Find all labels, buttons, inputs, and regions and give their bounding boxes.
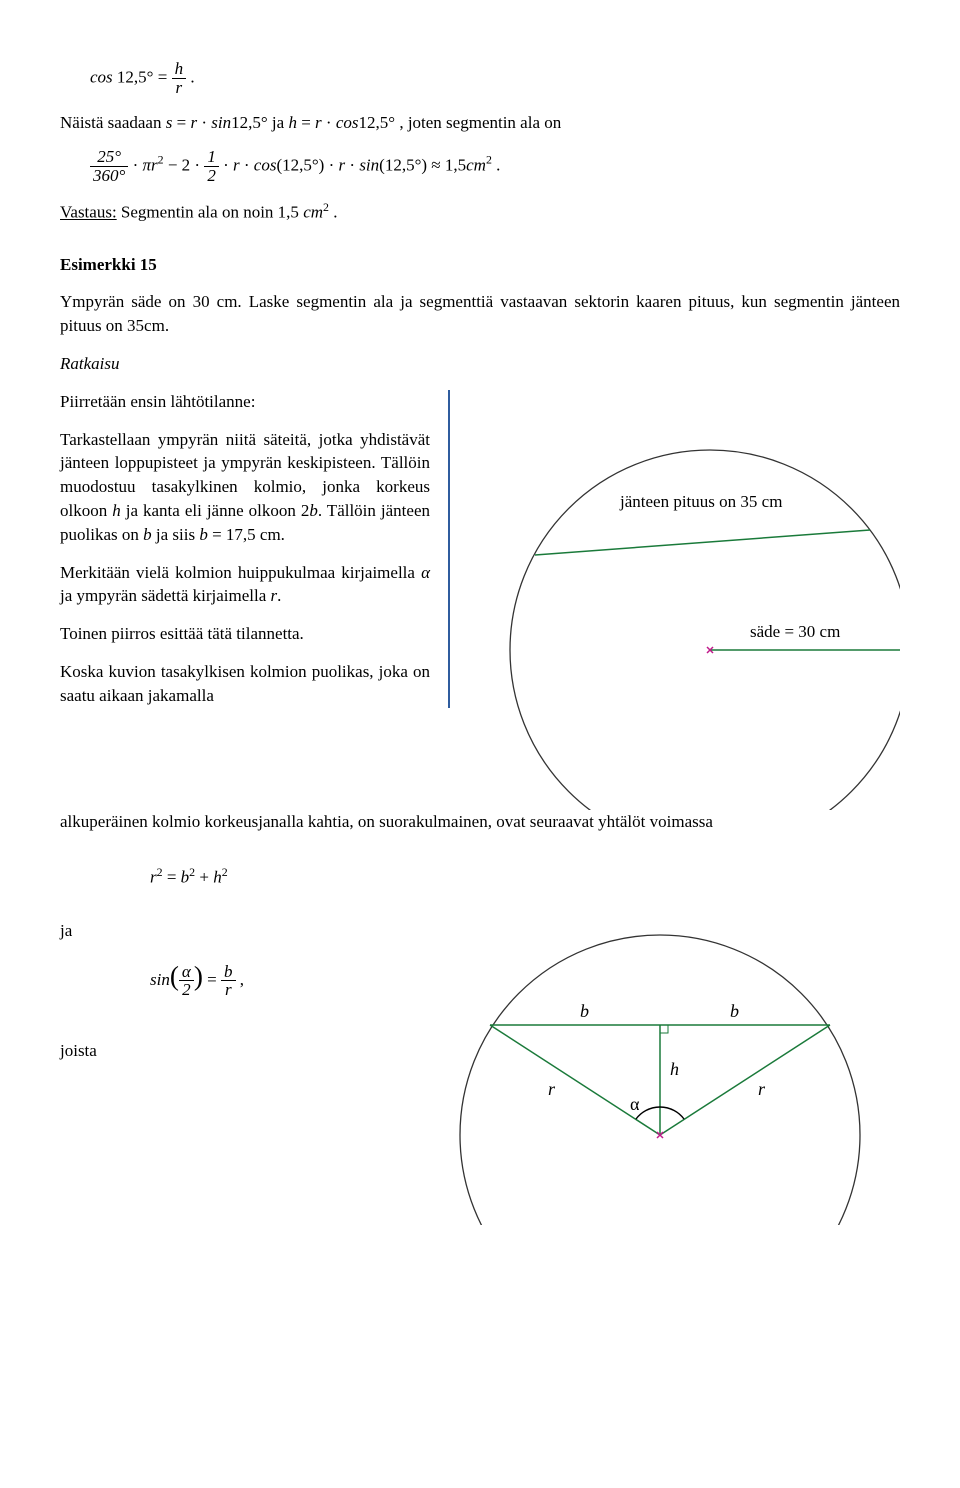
- b: b: [143, 525, 152, 544]
- frac-den: 360°: [90, 167, 128, 185]
- label-r-left: r: [548, 1079, 556, 1099]
- sin: sin: [150, 970, 170, 989]
- num: α: [179, 963, 194, 982]
- right-column: jänteen pituus on 35 cm säde = 30 cm: [470, 390, 900, 810]
- diagram-1: [470, 390, 900, 810]
- b: b: [199, 525, 208, 544]
- text: ja: [272, 113, 289, 132]
- t: Merkitään vielä kolmion huippukulmaa kir…: [60, 563, 421, 582]
- frac-num: 25°: [90, 148, 128, 167]
- joista-label: joista: [60, 1039, 430, 1063]
- t: ja siis: [152, 525, 200, 544]
- b: b: [309, 501, 318, 520]
- piirretaan: Piirretään ensin lähtötilanne:: [60, 390, 430, 414]
- label-alpha: α: [630, 1094, 640, 1114]
- answer-text: Segmentin ala on noin 1,5: [121, 203, 303, 222]
- diagram-2-wrap: b b r r h α: [430, 905, 900, 1232]
- answer-dot: .: [333, 203, 337, 222]
- r: r: [225, 980, 232, 999]
- diagram-2: b b r r h α: [430, 905, 890, 1225]
- left-para-2: Merkitään vielä kolmion huippukulmaa kir…: [60, 561, 430, 609]
- eq-pythagoras: r2 = b2 + h2: [150, 864, 900, 889]
- para-naistaa: Näistä saadaan s = r · sin12,5° ja h = r…: [60, 111, 900, 135]
- t: ja kanta eli jänne olkoon 2: [121, 501, 310, 520]
- den: 2: [179, 981, 194, 999]
- left-eq-block: ja sin( α 2 ) = b r , joista: [60, 905, 430, 1077]
- alpha: α: [421, 563, 430, 582]
- left-para-4: Koska kuvion tasakylkisen kolmion puolik…: [60, 660, 430, 708]
- left-column: Piirretään ensin lähtötilanne: Tarkastel…: [60, 390, 450, 708]
- problem-text: Ympyrän säde on 30 cm. Laske segmentin a…: [60, 290, 900, 338]
- answer-label: Vastaus:: [60, 203, 117, 222]
- eq-sin: sin( α 2 ) = b r ,: [150, 957, 430, 999]
- ja-label: ja: [60, 919, 430, 943]
- left-para-1: Tarkastellaan ympyrän niitä säteitä, jot…: [60, 428, 430, 547]
- left-para-3: Toinen piirros esittää tätä tilannetta.: [60, 622, 430, 646]
- eq-area: 25° 360° · πr2 − 2 · 12 · r · cos(12,5°)…: [90, 148, 900, 185]
- t: = 17,5 cm.: [208, 525, 285, 544]
- answer-line: Vastaus: Segmentin ala on noin 1,5 cm2 .: [60, 199, 900, 224]
- label-b-left: b: [580, 1001, 589, 1021]
- radius-label: säde = 30 cm: [750, 620, 840, 644]
- label-r-right: r: [758, 1079, 766, 1099]
- t: ja ympyrän sädettä kirjaimella: [60, 586, 271, 605]
- h: h: [112, 501, 121, 520]
- text: Näistä saadaan: [60, 113, 166, 132]
- label-b-right: b: [730, 1001, 739, 1021]
- example-heading: Esimerkki 15: [60, 253, 900, 277]
- chord-label: jänteen pituus on 35 cm: [620, 490, 782, 514]
- t: .: [277, 586, 281, 605]
- ratkaisu-heading: Ratkaisu: [60, 352, 900, 376]
- b: b: [224, 962, 233, 981]
- two-column-section: Piirretään ensin lähtötilanne: Tarkastel…: [60, 390, 900, 810]
- full-width-line: alkuperäinen kolmio korkeusjanalla kahti…: [60, 810, 900, 834]
- text: , joten segmentin ala on: [399, 113, 561, 132]
- eq-cos: cos 12,5° = hr .: [90, 60, 900, 97]
- label-h: h: [670, 1059, 679, 1079]
